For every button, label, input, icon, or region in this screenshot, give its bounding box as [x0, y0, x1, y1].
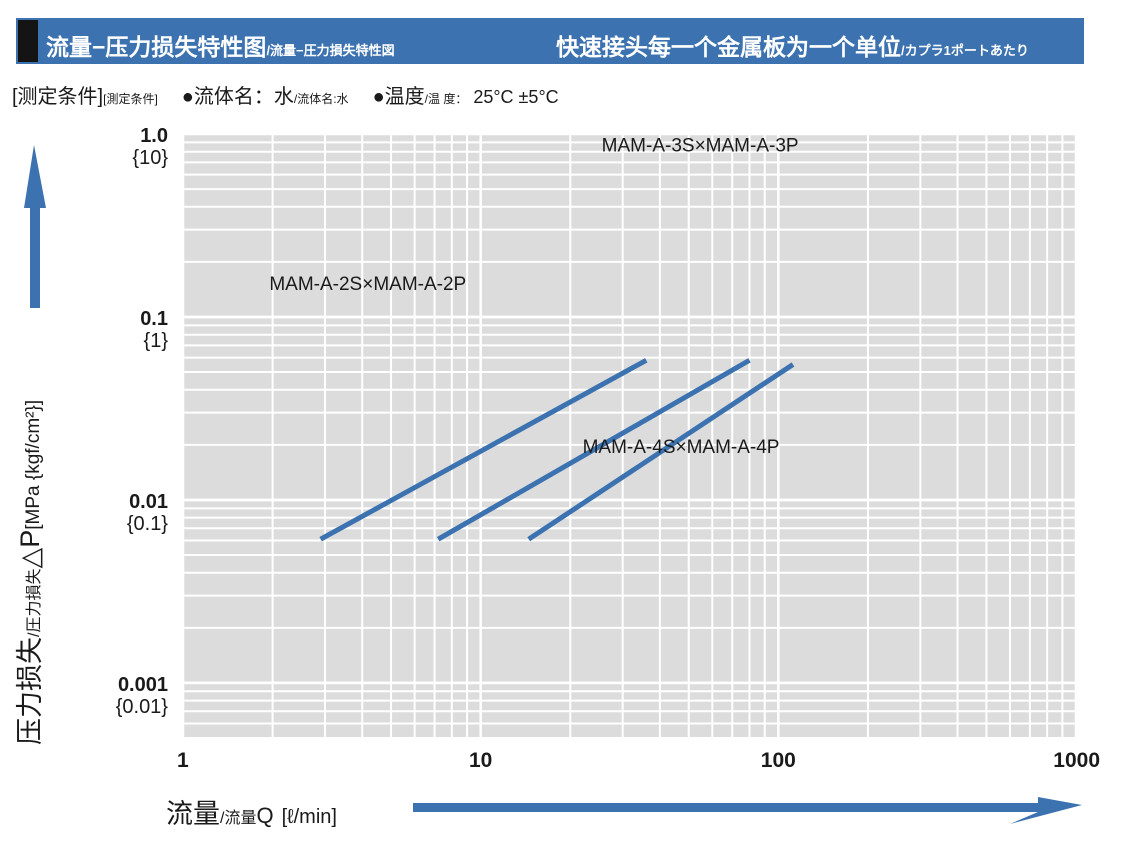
chart-title: 流量−压力损失特性图/流量−圧力損失特性図: [46, 34, 395, 60]
x-tick-labels: 1 10 100 1000: [177, 749, 1100, 772]
chart-subtitle: 快速接头每一个金属板为一个单位/カプラ1ポートあたり: [556, 34, 1029, 60]
header-bar: [16, 18, 1084, 64]
y-tick-label-kgf: {0.1}: [127, 513, 168, 535]
x-axis-arrow: [413, 797, 1082, 824]
x-tick-label: 100: [761, 749, 796, 772]
header-mark: [18, 20, 38, 62]
series-labels: MAM-A-2S×MAM-A-2P MAM-A-3S×MAM-A-3P MAM-A-…: [269, 136, 798, 459]
x-axis-title: 流量/流量Q [ℓ/min]: [166, 799, 337, 829]
series-lines: [319, 358, 795, 542]
series-line-2: [436, 358, 751, 542]
x-tick-label: 10: [469, 749, 492, 772]
y-tick-label: 0.1: [140, 308, 168, 330]
y-tick-label: 0.001: [118, 674, 168, 696]
grid: [181, 132, 1078, 739]
series-line-1: [319, 358, 648, 542]
series-label-1: MAM-A-2S×MAM-A-2P: [269, 274, 466, 295]
measurement-conditions: [测定条件][測定条件] ●流体名：水/流体名:水 ●温度/温 度： 25°C ±5°…: [12, 86, 559, 108]
plot-area: [183, 134, 1076, 738]
x-tick-label: 1000: [1053, 749, 1100, 772]
y-tick-label-kgf: {0.01}: [116, 696, 169, 718]
y-tick-label-kgf: {10}: [132, 147, 168, 169]
y-tick-labels: 1.0{10} 0.1{1} 0.01{0.1} 0.001{0.01}: [116, 125, 169, 718]
series-label-3: MAM-A-4S×MAM-A-4P: [583, 437, 780, 458]
y-tick-label: 0.01: [129, 491, 168, 513]
axis-arrows: [24, 145, 1082, 824]
series-line-3: [527, 362, 795, 542]
x-tick-label: 1: [177, 749, 189, 772]
y-axis-title: 压力损失/圧力損失△P[MPa {kgf/cm²}]: [15, 399, 45, 745]
y-tick-label-kgf: {1}: [144, 330, 169, 352]
y-axis-arrow: [24, 145, 46, 308]
series-label-2: MAM-A-3S×MAM-A-3P: [602, 136, 799, 157]
y-tick-label: 1.0: [140, 125, 168, 147]
